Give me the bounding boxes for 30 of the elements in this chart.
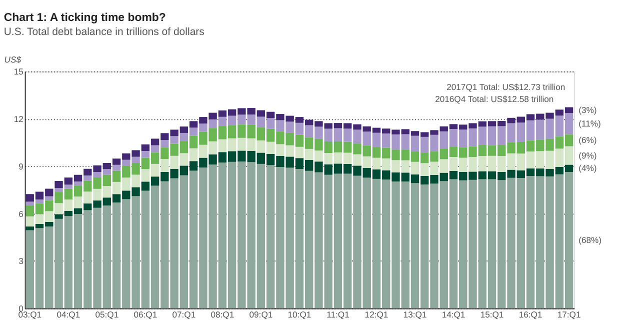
x-tick-label: 14:Q1: [442, 309, 466, 320]
x-tick-label: 10:Q1: [288, 309, 312, 320]
x-tick-label: 15:Q1: [480, 309, 504, 320]
y-tick-label: 6: [18, 208, 24, 219]
x-tick-label: 04:Q1: [56, 309, 80, 320]
x-tick-label: 17:Q1: [557, 309, 581, 320]
x-tick-label: 16:Q1: [518, 309, 542, 320]
text: (3%): [578, 105, 597, 116]
text: (6%): [578, 135, 597, 146]
x-tick-label: 05:Q1: [95, 309, 119, 320]
x-tick-label: 11:Q1: [326, 309, 350, 320]
chart-subtitle: U.S. Total debt balance in trillions of dollars: [4, 26, 204, 38]
text: (68%): [578, 235, 602, 245]
x-tick-label: 13:Q1: [403, 309, 427, 320]
y-tick-label: 9: [18, 161, 24, 172]
y-tick-label: 12: [14, 114, 24, 124]
y-tick-label: 15: [14, 66, 24, 77]
text: (4%): [578, 163, 597, 174]
x-tick-label: 08:Q1: [210, 309, 234, 320]
x-tick-label: 09:Q1: [249, 309, 273, 320]
x-tick-label: 07:Q1: [172, 309, 196, 320]
x-tick-label: 06:Q1: [134, 309, 158, 320]
annotation: 2016Q4 Total: US$12.58 trillion: [435, 94, 554, 104]
text: (9%): [578, 150, 597, 160]
text: (11%): [578, 118, 601, 129]
annotation: 2017Q1 Total: US$12.73 trillion: [446, 82, 566, 92]
chart-title: Chart 1: A ticking time bomb?: [4, 12, 166, 24]
y-axis-title: US$: [4, 54, 22, 64]
y-tick-label: 3: [18, 256, 24, 266]
x-tick-label: 12:Q1: [364, 309, 388, 320]
